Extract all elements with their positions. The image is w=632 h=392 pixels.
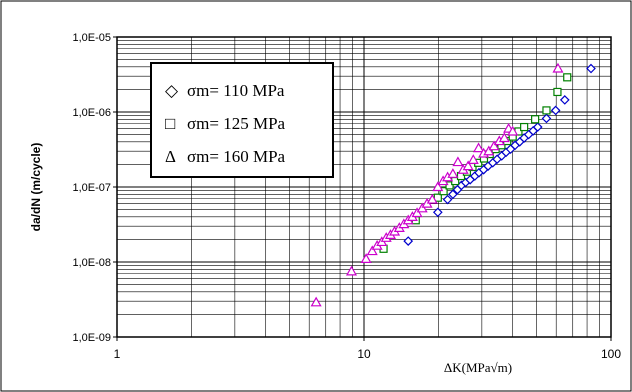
legend: ◇ σm= 110 MPa □ σm= 125 MPa Δ σm= 160 MPa <box>150 62 334 178</box>
x-tick-label: 100 <box>601 347 621 361</box>
data-point-triangle <box>507 125 519 136</box>
data-point-triangle <box>432 181 444 192</box>
data-point-triangle <box>345 265 358 276</box>
y-tick-label: 1,0E-06 <box>72 107 111 119</box>
legend-label: σm= 125 MPa <box>187 114 286 133</box>
data-point-triangle <box>498 132 510 143</box>
data-point-diamond <box>559 95 570 105</box>
y-tick-label: 1,0E-05 <box>72 32 111 44</box>
data-point-square <box>542 106 551 115</box>
data-point-diamond <box>432 207 443 218</box>
x-axis-ticks: 1 10 100 <box>114 337 621 361</box>
data-point-triangle <box>411 207 423 218</box>
data-point-diamond <box>403 236 414 246</box>
legend-symbol: □ <box>165 114 175 133</box>
y-tick-label: 1,0E-08 <box>72 257 111 269</box>
y-tick-label: 1,0E-07 <box>72 182 111 194</box>
data-point-triangle <box>452 156 464 167</box>
data-point-diamond <box>448 189 458 200</box>
y-axis-label: da/dN (m/cycle) <box>29 143 43 232</box>
data-point-diamond <box>442 194 453 205</box>
data-point-triangle <box>467 154 479 164</box>
data-point-triangle <box>360 253 372 263</box>
x-tick-label: 1 <box>114 347 121 361</box>
data-point-triangle <box>416 202 428 213</box>
data-point-triangle <box>366 245 378 256</box>
data-point-diamond <box>532 122 543 132</box>
data-point-triangle <box>310 296 322 307</box>
data-point-square <box>553 87 562 97</box>
data-point-square <box>445 181 454 190</box>
legend-label: σm= 110 MPa <box>187 81 285 100</box>
legend-label: σm= 160 MPa <box>187 147 286 166</box>
legend-box <box>150 62 334 178</box>
y-axis-ticks: 1,0E-09 1,0E-08 1,0E-07 1,0E-06 1,0E-05 <box>72 32 117 344</box>
data-point-triangle <box>488 140 500 151</box>
data-point-triangle <box>552 62 564 73</box>
data-points <box>310 62 596 307</box>
data-point-triangle <box>462 160 474 171</box>
data-point-triangle <box>447 168 459 178</box>
data-point-diamond <box>586 63 596 74</box>
x-tick-label: 10 <box>357 347 371 361</box>
data-point-diamond <box>541 113 552 124</box>
data-point-triangle <box>473 142 485 153</box>
data-point-diamond <box>550 105 561 116</box>
y-tick-label: 1,0E-09 <box>72 332 111 344</box>
x-axis-label: ΔK(MPa√m) <box>444 360 512 375</box>
data-point-square <box>563 73 572 82</box>
data-point-triangle <box>426 193 438 204</box>
data-point-square <box>531 115 540 124</box>
legend-symbol: ◇ <box>165 81 179 100</box>
legend-symbol: Δ <box>165 147 176 166</box>
data-point-square <box>520 122 529 132</box>
data-point-triangle <box>483 145 495 156</box>
data-point-square <box>439 187 448 196</box>
